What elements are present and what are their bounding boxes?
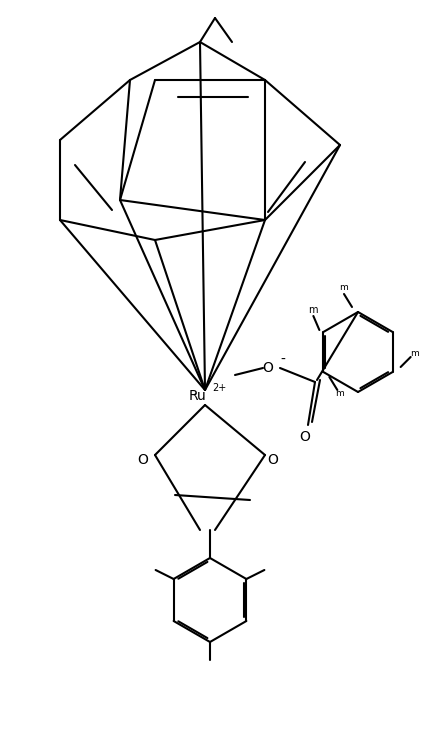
Text: m: m bbox=[410, 350, 419, 358]
Text: m: m bbox=[340, 284, 348, 292]
Text: 2+: 2+ bbox=[212, 383, 226, 393]
Text: m: m bbox=[308, 305, 318, 315]
Text: Ru: Ru bbox=[188, 389, 206, 403]
Text: O: O bbox=[299, 430, 311, 444]
Text: O: O bbox=[263, 361, 273, 375]
Text: O: O bbox=[268, 453, 278, 467]
Text: m: m bbox=[335, 389, 344, 399]
Text: -: - bbox=[281, 353, 285, 367]
Text: O: O bbox=[138, 453, 148, 467]
